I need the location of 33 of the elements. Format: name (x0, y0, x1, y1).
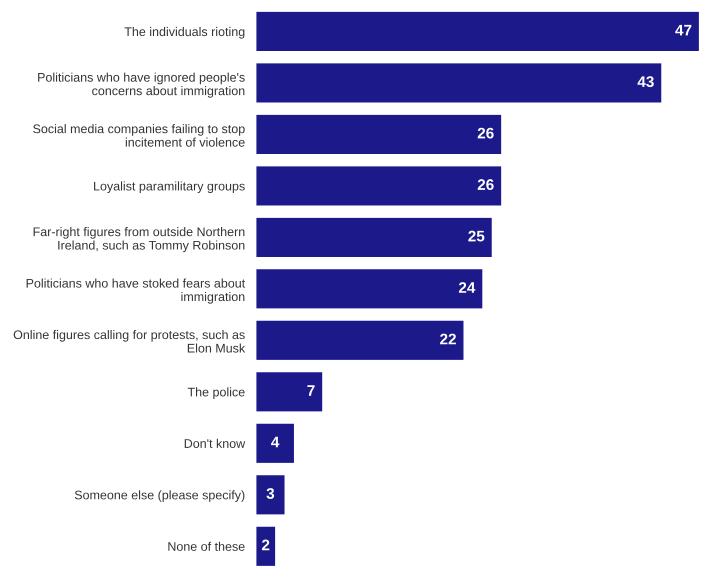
data-label: 7 (307, 385, 315, 396)
data-label: 4 (271, 436, 280, 448)
bar (256, 372, 322, 412)
y-tick-label: Politicians who have stoked fears about immigration (26, 278, 246, 304)
data-label: 47 (675, 24, 692, 36)
y-tick-label: Politicians who have ignored people's concerns about immigration (38, 72, 245, 98)
bar (256, 320, 464, 360)
y-tick-label: Far-right figures from outside Northern Ireland, such as Tommy Robinson (34, 227, 244, 252)
data-label: 43 (638, 76, 654, 88)
bar (256, 12, 699, 52)
bar (256, 218, 492, 257)
data-label: 26 (478, 179, 494, 190)
bar (256, 63, 662, 102)
bar (256, 114, 502, 154)
y-tick-label: The police (188, 387, 245, 399)
y-tick-label: Online figures calling for protests, such as Elon Musk (14, 330, 246, 353)
data-label: 3 (266, 488, 274, 499)
y-tick-label: The individuals rioting (124, 26, 244, 39)
y-tick-label: Don't know (184, 438, 246, 448)
bar (256, 475, 285, 514)
data-label: 2 (262, 540, 270, 550)
data-label: 26 (478, 128, 494, 139)
data-label: 24 (458, 282, 476, 293)
data-label: 22 (440, 334, 456, 344)
bar (256, 424, 294, 463)
data-label: 25 (468, 230, 484, 242)
y-tick-label: Someone else (please specify) (74, 490, 244, 502)
y-tick-label: Social media companies failing to stop incitement of violence (33, 124, 245, 147)
y-tick-label: None of these (168, 542, 245, 551)
y-tick-label: Loyalist paramilitary groups (94, 181, 245, 194)
bar (256, 269, 482, 308)
bar (256, 166, 502, 206)
bar (256, 526, 276, 566)
